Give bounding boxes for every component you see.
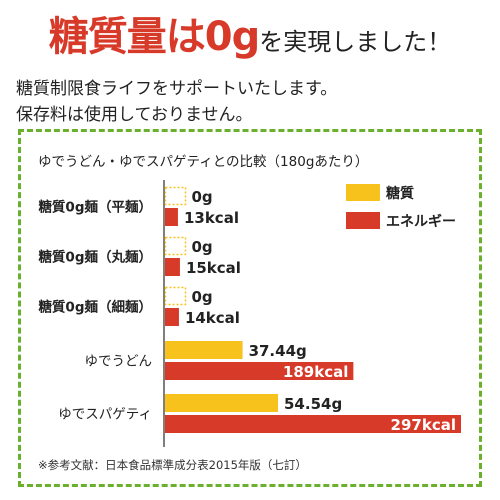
headline-rest: を実現しました！ xyxy=(259,28,452,56)
headline: 糖質量は0gを実現しました！ xyxy=(0,4,500,62)
category-label: ゆでスパゲティ xyxy=(58,407,152,423)
comparison-panel xyxy=(18,129,482,487)
sugar-bar xyxy=(164,286,187,306)
energy-value-label: 189kcal xyxy=(283,363,348,381)
category-label: 糖質0g麺（平麺） xyxy=(38,199,152,216)
energy-value-label: 297kcal xyxy=(391,416,456,434)
sugar-bar xyxy=(165,394,278,412)
category-label: 糖質0g麺（細麺） xyxy=(38,299,152,316)
energy-value-label: 15kcal xyxy=(186,259,241,277)
energy-bar xyxy=(165,258,180,276)
category-label: 糖質0g麺（丸麺） xyxy=(38,249,152,266)
energy-bar xyxy=(165,308,179,326)
legend-swatch-sugar xyxy=(346,184,380,201)
energy-bar xyxy=(165,208,178,226)
energy-value-label: 13kcal xyxy=(184,209,239,227)
sugar-value-label: 0g xyxy=(192,238,213,256)
subtext-line-2: 保存料は使用しておりません。 xyxy=(16,105,253,125)
sugar-value-label: 54.54g xyxy=(284,395,342,413)
chart-title: ゆでうどん・ゆでスパゲティとの比較（180gあたり） xyxy=(38,154,369,170)
category-label: ゆでうどん xyxy=(85,354,153,370)
legend-label-sugar: 糖質 xyxy=(386,185,414,202)
headline-emphasis: 糖質量は0g xyxy=(48,14,260,60)
sugar-value-label: 37.44g xyxy=(249,342,307,360)
energy-value-label: 14kcal xyxy=(185,309,240,327)
energy-bar xyxy=(165,415,461,433)
subtext-line-1: 糖質制限食ライフをサポートいたします。 xyxy=(16,79,338,99)
energy-bar xyxy=(165,362,354,380)
sugar-value-label: 0g xyxy=(192,288,213,306)
legend-swatch-energy xyxy=(346,212,380,229)
sugar-bar xyxy=(165,341,243,359)
sugar-value-label: 0g xyxy=(192,188,213,206)
footnote: ※参考文献：日本食品標準成分表2015年版（七訂） xyxy=(38,458,307,472)
legend-label-energy: エネルギー xyxy=(386,213,456,230)
sugar-bar xyxy=(164,236,187,256)
sugar-bar xyxy=(164,186,187,206)
